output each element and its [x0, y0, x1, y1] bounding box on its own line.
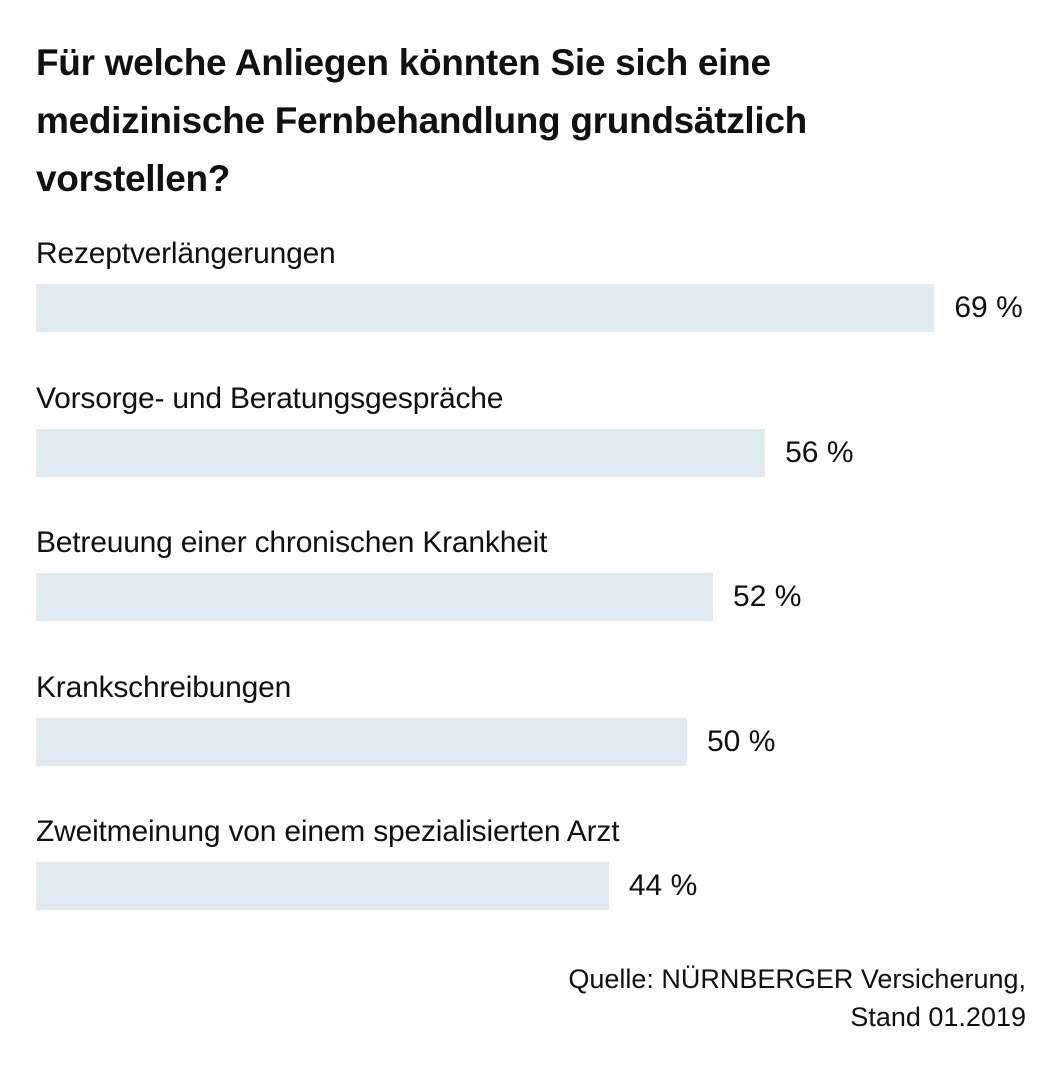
bar-row: Vorsorge- und Beratungsgespräche 56 % [36, 379, 1056, 509]
value-label: 56 % [785, 435, 854, 469]
value-label: 69 % [954, 291, 1023, 324]
source-line-2: Stand 01.2019 [850, 1002, 1026, 1032]
value-label: 50 % [707, 724, 776, 758]
category-label: Zweitmeinung von einem spezialisierten A… [36, 815, 620, 848]
bar-row: Rezeptverlängerungen 69 % [36, 234, 1056, 364]
bar [36, 573, 714, 621]
source-line-1: Quelle: NÜRNBERGER Versicherung, [568, 964, 1026, 994]
value-label: 52 % [733, 580, 802, 613]
bar [36, 284, 935, 332]
title-line-3: vorstellen? [36, 158, 231, 199]
category-label: Rezeptverlängerungen [36, 237, 336, 270]
title-line-1: Für welche Anliegen könnten Sie sich ein… [36, 42, 771, 83]
chart-title: Für welche Anliegen könnten Sie sich ein… [36, 34, 1036, 208]
bar-row: Krankschreibungen 50 % [36, 668, 1056, 798]
bar [36, 428, 766, 477]
category-label: Krankschreibungen [36, 670, 292, 704]
title-line-2: medizinische Fernbehandlung grundsätzlic… [36, 100, 807, 141]
bar [36, 717, 687, 766]
bar-row: Zweitmeinung von einem spezialisierten A… [36, 812, 1056, 942]
bar-row: Betreuung einer chronischen Krankheit 52 … [36, 523, 1056, 653]
source-note: Quelle: NÜRNBERGER Versicherung, Stand 0… [568, 960, 1026, 1036]
category-label: Vorsorge- und Beratungsgespräche [36, 381, 504, 415]
bar [36, 862, 609, 910]
value-label: 44 % [628, 869, 698, 902]
category-label: Betreuung einer chronischen Krankheit [36, 526, 548, 559]
